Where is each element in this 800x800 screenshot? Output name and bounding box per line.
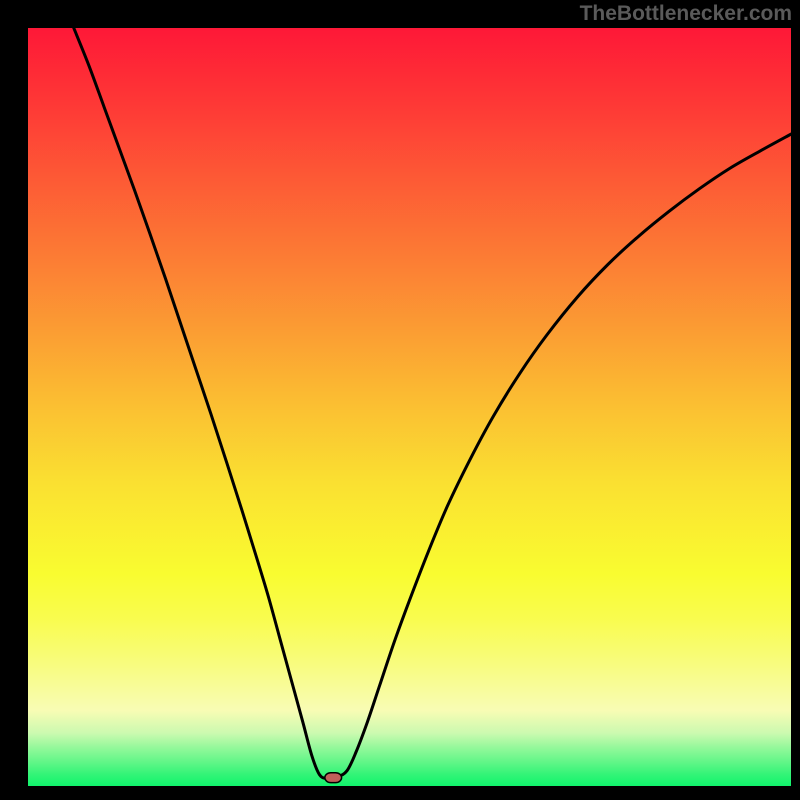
bottleneck-curve: [28, 28, 791, 786]
curve-line: [74, 28, 791, 779]
chart-container: TheBottlenecker.com: [0, 0, 800, 800]
plot-area: [28, 28, 791, 786]
optimal-point-marker: [325, 773, 342, 783]
watermark-text: TheBottlenecker.com: [580, 2, 792, 26]
